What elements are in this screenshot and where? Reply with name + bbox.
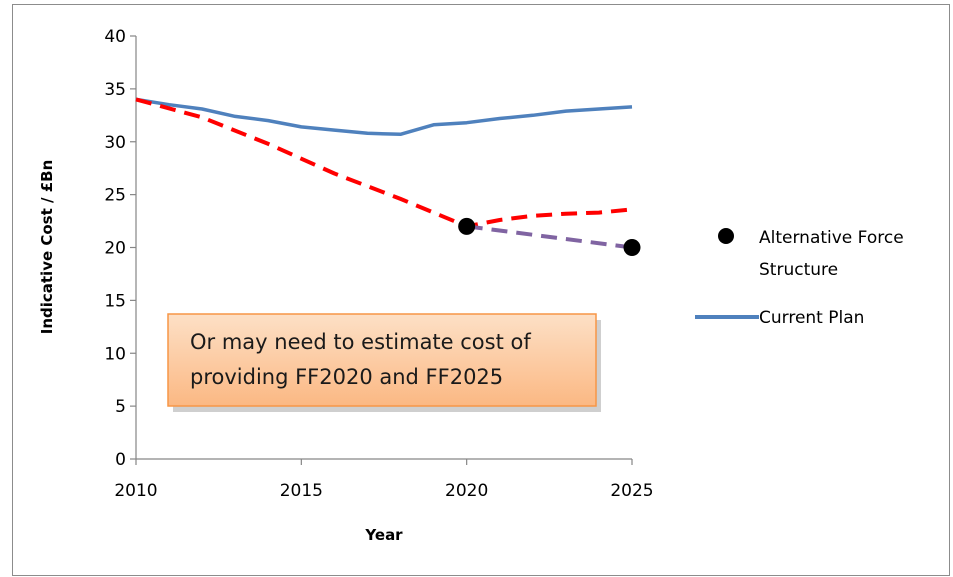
data-point-alternative-force-structure xyxy=(458,217,476,235)
annotation-callout: Or may need to estimate cost of providin… xyxy=(167,313,601,412)
legend: Alternative Force Structure Current Plan xyxy=(695,228,904,328)
annotation-line-1: Or may need to estimate cost of xyxy=(190,330,531,354)
series-line-current-plan xyxy=(135,97,633,137)
y-tick-label: 25 xyxy=(104,186,126,206)
legend-marker-alternative xyxy=(718,228,734,244)
x-tick-label: 2020 xyxy=(445,481,488,501)
series-line-alternative-projection xyxy=(135,97,633,229)
data-point-alternative-force-structure xyxy=(623,239,641,256)
y-axis-title: Indicative Cost / £Bn xyxy=(38,160,56,335)
axis-titles: Year Indicative Cost / £Bn xyxy=(38,160,403,544)
legend-label-alternative-2: Structure xyxy=(759,260,838,280)
y-tick-label: 5 xyxy=(115,397,126,417)
series-layer xyxy=(135,97,641,256)
chart-frame xyxy=(12,4,950,576)
annotation-box xyxy=(167,313,597,407)
y-tick-label: 30 xyxy=(104,133,126,153)
y-tick-label: 20 xyxy=(104,239,126,259)
y-tick-label: 35 xyxy=(104,80,126,100)
legend-label-alternative-1: Alternative Force xyxy=(759,228,904,248)
series-line-alternative-trajectory xyxy=(466,224,633,250)
y-tick-label: 10 xyxy=(104,344,126,364)
x-tick-label: 2010 xyxy=(114,481,157,501)
y-tick-label: 0 xyxy=(115,450,126,470)
y-tick-label: 15 xyxy=(104,291,126,311)
annotation-line-2: providing FF2020 and FF2025 xyxy=(190,365,503,389)
legend-label-current-plan: Current Plan xyxy=(759,308,864,328)
x-tick-label: 2015 xyxy=(280,481,323,501)
x-axis-title: Year xyxy=(364,526,403,544)
x-tick-label: 2025 xyxy=(610,481,653,501)
y-tick-label: 40 xyxy=(104,27,126,47)
